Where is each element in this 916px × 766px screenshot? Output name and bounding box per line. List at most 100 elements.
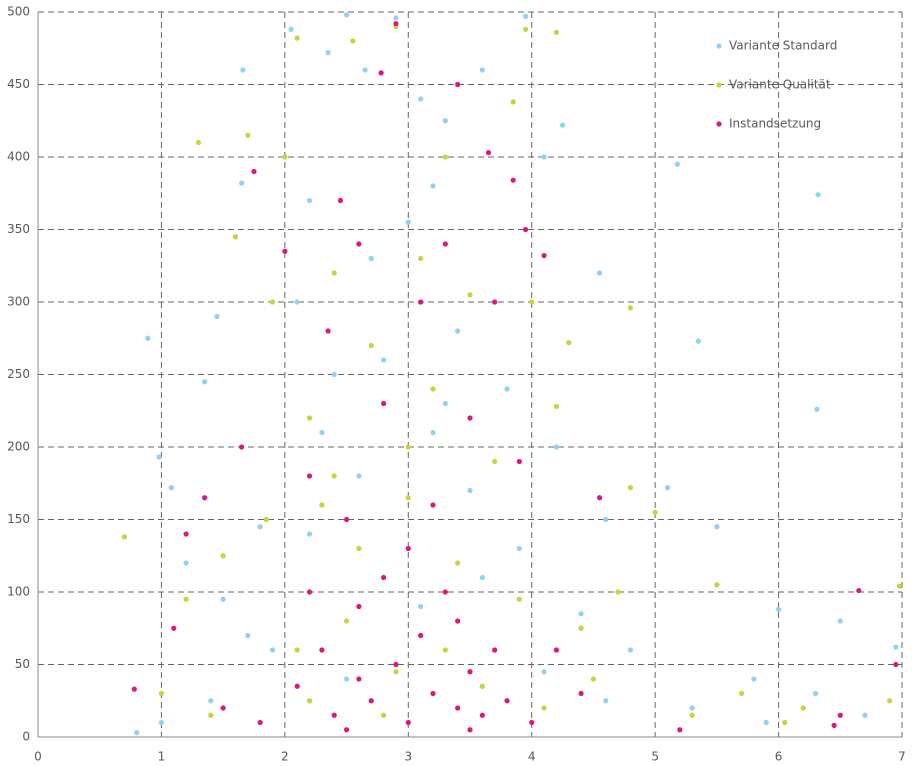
legend-marker — [716, 121, 722, 127]
point — [578, 625, 584, 631]
point — [485, 150, 492, 156]
point — [815, 192, 821, 198]
point — [559, 122, 566, 128]
point — [418, 96, 424, 102]
point — [214, 313, 220, 320]
point — [319, 647, 325, 653]
point — [356, 241, 362, 247]
point — [479, 67, 485, 73]
point — [306, 589, 313, 595]
point — [331, 473, 337, 479]
point — [202, 379, 208, 385]
point — [442, 589, 448, 595]
point — [405, 719, 411, 726]
point — [664, 485, 671, 491]
point — [442, 647, 448, 653]
point — [331, 270, 337, 276]
y-tick-label: 100 — [7, 585, 30, 599]
point — [195, 139, 202, 146]
point — [368, 342, 374, 349]
point — [442, 400, 448, 407]
point — [782, 719, 788, 726]
point — [362, 67, 368, 73]
legend-marker — [716, 43, 722, 49]
point — [479, 574, 485, 581]
point — [294, 647, 300, 653]
point — [442, 241, 448, 247]
point — [455, 81, 461, 88]
point — [405, 545, 411, 552]
y-tick-label: 400 — [7, 150, 30, 164]
point — [813, 690, 819, 697]
point — [677, 727, 683, 733]
point — [492, 647, 498, 653]
y-tick-label: 450 — [7, 77, 30, 91]
point — [356, 473, 362, 479]
point — [516, 596, 522, 602]
point — [381, 712, 387, 718]
point — [171, 625, 177, 631]
legend-label: Variante Qualität — [729, 78, 831, 92]
point — [418, 603, 424, 610]
point — [467, 292, 473, 298]
point — [343, 727, 350, 733]
point — [695, 338, 701, 344]
point — [306, 473, 313, 479]
point — [418, 255, 424, 262]
point — [862, 712, 868, 718]
legend-label: Instandsetzung — [729, 117, 821, 131]
point — [738, 690, 745, 697]
point — [467, 415, 473, 421]
point — [381, 357, 387, 363]
point — [455, 705, 461, 711]
x-tick-label: 4 — [528, 750, 536, 764]
point — [183, 531, 189, 537]
point — [393, 661, 399, 668]
point — [553, 444, 560, 450]
point — [405, 219, 411, 225]
point — [418, 632, 424, 639]
point — [356, 676, 362, 682]
point — [504, 698, 510, 704]
point — [239, 444, 245, 450]
y-tick-label: 350 — [7, 222, 30, 236]
point — [393, 21, 399, 27]
point — [288, 26, 294, 32]
point — [156, 454, 162, 460]
point — [714, 582, 720, 588]
x-tick-label: 3 — [404, 750, 412, 764]
point — [479, 683, 485, 689]
point — [343, 618, 350, 624]
point — [294, 683, 300, 689]
point — [522, 226, 529, 233]
point — [343, 676, 350, 682]
y-tick-label: 500 — [7, 5, 30, 19]
point — [603, 698, 609, 704]
point — [479, 712, 485, 718]
point — [430, 183, 436, 189]
point — [350, 38, 356, 44]
point — [430, 502, 436, 508]
y-tick-label: 200 — [7, 440, 30, 454]
point — [208, 698, 214, 704]
point — [232, 234, 239, 240]
point — [306, 698, 313, 704]
point — [418, 299, 424, 305]
point — [263, 516, 269, 523]
point — [121, 534, 127, 540]
point — [800, 705, 806, 711]
point — [553, 647, 560, 653]
point — [603, 516, 609, 523]
point — [381, 400, 387, 407]
point — [202, 495, 208, 501]
point — [492, 299, 498, 305]
point — [522, 26, 529, 32]
x-tick-label: 6 — [775, 750, 783, 764]
point — [294, 299, 300, 305]
point — [566, 340, 572, 346]
point — [343, 12, 350, 18]
legend-label: Variante Standard — [729, 39, 837, 53]
point — [378, 70, 384, 76]
point — [814, 406, 820, 412]
